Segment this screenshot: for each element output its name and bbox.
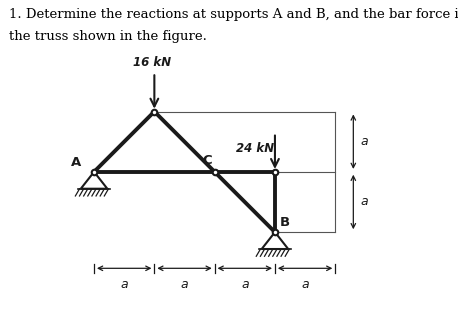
Text: a: a [360, 135, 368, 148]
Text: a: a [301, 278, 309, 291]
Text: 16 kN: 16 kN [133, 56, 171, 69]
Text: a: a [241, 278, 249, 291]
Text: 1. Determine the reactions at supports A and B, and the bar force in bar AC of: 1. Determine the reactions at supports A… [9, 8, 458, 21]
Text: C: C [202, 154, 212, 167]
Text: the truss shown in the figure.: the truss shown in the figure. [9, 30, 207, 43]
Text: a: a [181, 278, 188, 291]
Text: a: a [120, 278, 128, 291]
Text: a: a [360, 195, 368, 208]
Text: B: B [280, 215, 290, 228]
Text: A: A [71, 156, 81, 170]
Polygon shape [262, 232, 288, 249]
Polygon shape [81, 172, 107, 189]
Text: 24 kN: 24 kN [236, 142, 274, 155]
